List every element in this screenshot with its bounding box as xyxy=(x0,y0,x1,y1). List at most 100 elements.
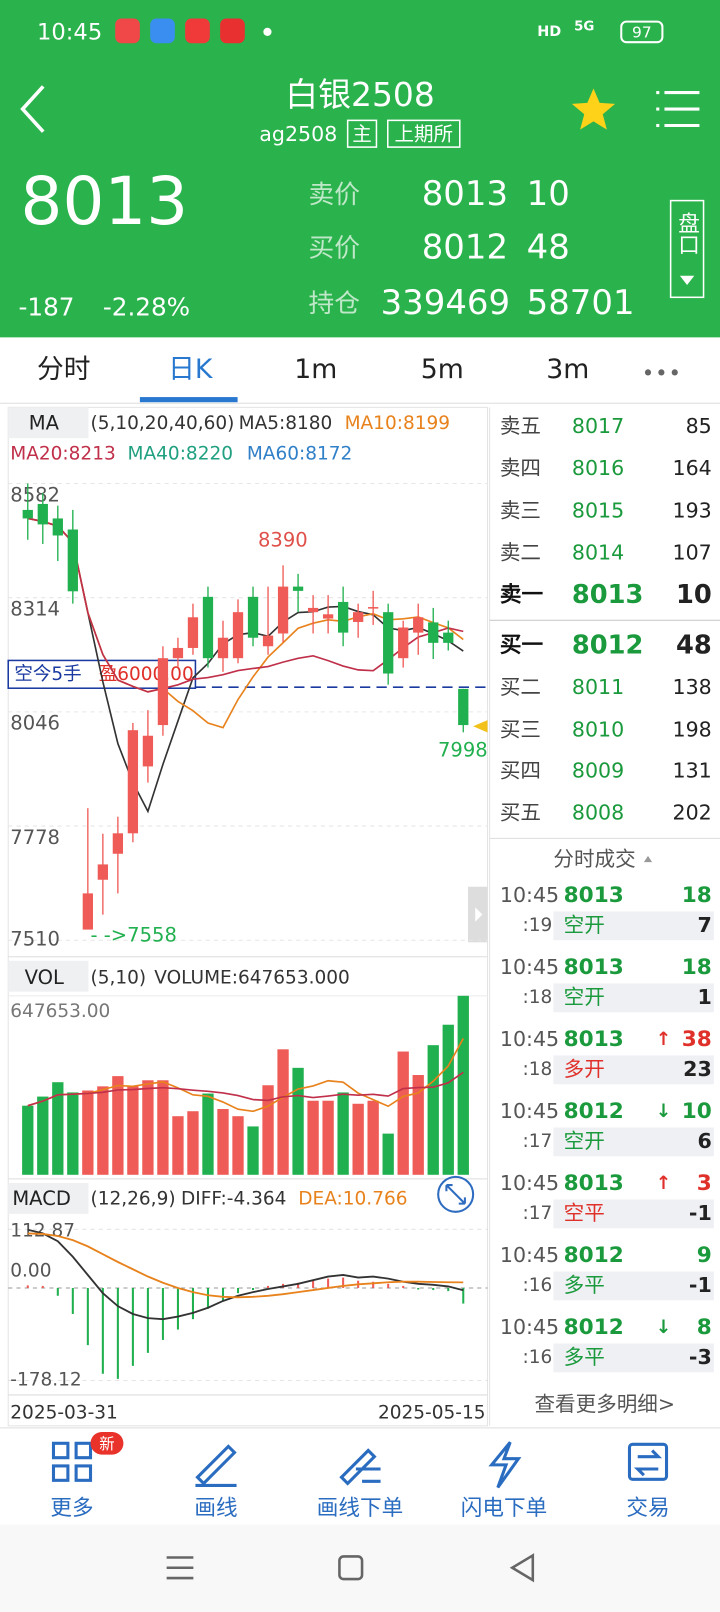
candle-body xyxy=(458,688,469,726)
app-icon xyxy=(150,18,175,44)
volume-bar xyxy=(97,1086,109,1175)
trade-change: -1 xyxy=(689,1273,712,1297)
position-label: 空今5手 xyxy=(14,664,81,685)
book-price: 8010 xyxy=(572,717,624,741)
y-tick-label: 647653.00 xyxy=(10,1001,110,1022)
book-label: 卖三 xyxy=(500,498,541,522)
panel-params: (12,26,9) xyxy=(91,1188,176,1209)
volume-bar xyxy=(52,1082,64,1175)
dea-line xyxy=(27,1232,464,1299)
candle-body xyxy=(157,658,169,726)
book-price: 8014 xyxy=(572,540,624,564)
volume-bar xyxy=(202,1093,214,1175)
candle-body xyxy=(307,607,319,613)
book-qty: 202 xyxy=(673,801,712,825)
nav-item[interactable]: 交易 xyxy=(626,1496,669,1521)
trade-type-bg xyxy=(553,1199,714,1229)
nav-item[interactable]: 更多 xyxy=(50,1496,93,1521)
trade-type-bg xyxy=(553,1127,714,1157)
book-qty: 138 xyxy=(673,675,712,699)
favorite-star[interactable] xyxy=(571,88,616,130)
volume-bar xyxy=(82,1090,94,1175)
system-nav xyxy=(0,1524,720,1612)
sort-arrow xyxy=(643,855,653,863)
trade-time: 10:45 xyxy=(500,1027,559,1051)
book-label: 卖四 xyxy=(500,456,541,480)
nav-item[interactable]: 闪电下单 xyxy=(461,1496,547,1521)
header-bg xyxy=(0,0,720,338)
book-label: 买二 xyxy=(500,675,541,699)
tab[interactable]: 分时 xyxy=(37,354,90,385)
tag-box xyxy=(346,119,378,148)
nav-item[interactable]: 画线下单 xyxy=(317,1496,403,1521)
volume-bar xyxy=(277,1049,289,1175)
more-details[interactable]: 查看更多明细> xyxy=(535,1392,676,1416)
trade-type-bg xyxy=(553,983,714,1013)
panel-tag xyxy=(8,407,89,439)
candle-body xyxy=(22,509,33,519)
volume-bar xyxy=(427,1045,439,1175)
tab[interactable]: 1m xyxy=(294,354,337,385)
more-tabs[interactable] xyxy=(644,369,678,376)
candle-body xyxy=(232,612,244,659)
chart-frame xyxy=(7,406,489,1427)
y-tick-label: 0.00 xyxy=(10,1261,51,1282)
app-icon xyxy=(220,18,245,44)
trade-time: 10:45 xyxy=(500,1099,559,1123)
volume-bar xyxy=(67,1092,79,1175)
menu-button[interactable] xyxy=(656,91,700,128)
ma-label: MA60:8172 xyxy=(247,444,352,465)
candle-body xyxy=(172,647,184,659)
trade-change: 6 xyxy=(697,1129,711,1153)
candle-body xyxy=(368,607,379,609)
system-nav-icons[interactable] xyxy=(166,1553,535,1583)
volume-bar xyxy=(37,1096,49,1175)
header-tag: 主 xyxy=(352,122,372,145)
panel-title: MACD xyxy=(12,1187,71,1210)
book-price: 8015 xyxy=(572,498,624,522)
ma-label: MA20:8213 xyxy=(10,444,115,465)
y-tick-label: 8046 xyxy=(10,712,60,735)
trade-type: 空开 xyxy=(564,1129,605,1153)
y-tick-label: 8582 xyxy=(10,483,60,506)
battery xyxy=(620,20,664,44)
book-label: 买三 xyxy=(500,717,541,741)
candle-body xyxy=(127,730,139,834)
dea-label: DEA:10.766 xyxy=(298,1188,407,1209)
trade-change: 1 xyxy=(697,985,711,1009)
candle-body xyxy=(383,612,394,674)
trade-qty: 18 xyxy=(682,883,712,908)
book-price: 8009 xyxy=(572,759,624,783)
last-price: 8013 xyxy=(21,163,189,240)
trade-price: 8013 xyxy=(564,1171,624,1196)
trade-price: 8013 xyxy=(564,883,624,908)
tab[interactable]: 日K xyxy=(168,354,214,385)
side-button-label[interactable]: 盘口 xyxy=(675,212,700,255)
trade-sec: :17 xyxy=(523,1203,553,1224)
candle-body xyxy=(277,586,289,634)
volume-bar xyxy=(142,1080,154,1175)
tab[interactable]: 5m xyxy=(421,354,464,385)
candle-body xyxy=(97,864,108,880)
quote-qty: 58701 xyxy=(527,283,635,323)
nav-item[interactable]: 画线 xyxy=(194,1496,237,1521)
expand-button[interactable] xyxy=(437,1175,475,1213)
side-button[interactable] xyxy=(669,199,705,299)
book-qty: 48 xyxy=(676,631,712,661)
volume-bar xyxy=(367,1100,379,1175)
status-time: 10:45 xyxy=(37,19,102,45)
trade-qty: 8 xyxy=(697,1315,712,1340)
quote-qty: 10 xyxy=(527,174,570,214)
trade-time: 10:45 xyxy=(500,1243,559,1267)
tab[interactable]: 3m xyxy=(546,354,589,385)
trade-qty: 18 xyxy=(682,955,712,980)
book-label: 买五 xyxy=(500,801,541,825)
volume-bar xyxy=(322,1100,334,1175)
high-annotation: 8390 xyxy=(258,529,308,552)
trade-time: 10:45 xyxy=(500,1315,559,1339)
candle-body xyxy=(37,503,48,525)
book-qty: 131 xyxy=(673,759,712,783)
back-button[interactable] xyxy=(20,85,45,133)
trades-title: 分时成交 xyxy=(553,847,635,871)
